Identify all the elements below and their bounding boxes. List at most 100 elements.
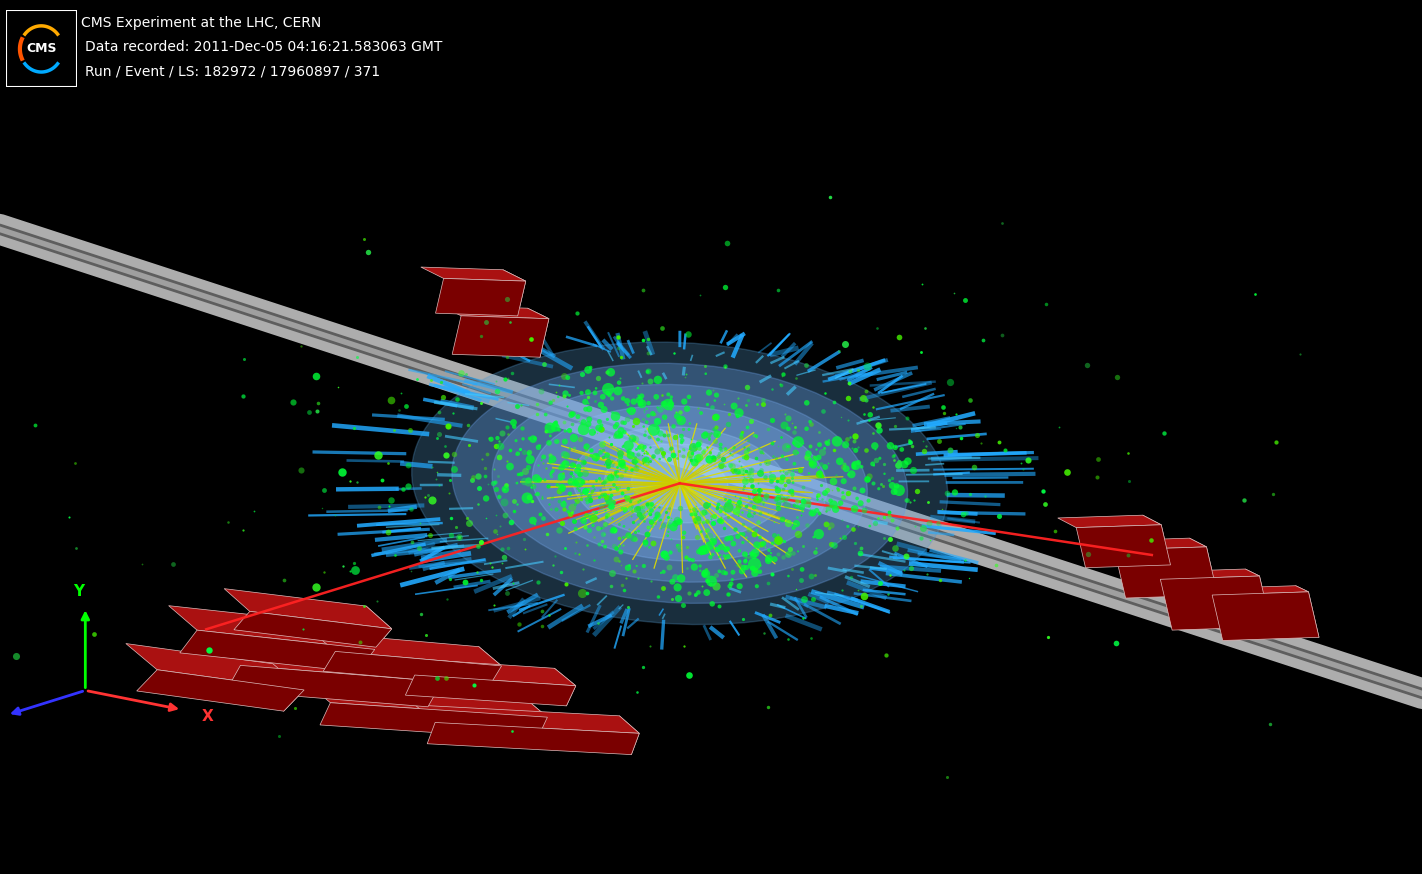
Point xyxy=(557,423,580,437)
Point xyxy=(631,376,654,390)
Point xyxy=(714,281,737,295)
Point xyxy=(863,439,886,453)
Point xyxy=(701,597,724,611)
Point xyxy=(530,489,553,503)
Point xyxy=(506,496,529,510)
Point xyxy=(694,367,717,381)
Point xyxy=(772,482,795,496)
Point xyxy=(715,236,738,250)
Point xyxy=(936,770,958,784)
Point xyxy=(542,558,565,572)
Point xyxy=(438,572,461,586)
Point xyxy=(791,538,813,552)
Point xyxy=(954,552,977,566)
Point xyxy=(636,415,658,429)
Point xyxy=(542,464,565,478)
Point xyxy=(559,507,582,521)
Point xyxy=(502,576,525,590)
Point xyxy=(647,373,670,387)
Point xyxy=(620,504,643,518)
Point xyxy=(597,496,620,510)
Point xyxy=(650,522,673,536)
Point xyxy=(617,443,640,457)
Point xyxy=(519,332,542,346)
Point xyxy=(631,333,654,347)
Point xyxy=(776,632,799,646)
Point xyxy=(653,565,675,579)
Point xyxy=(850,483,873,497)
Point xyxy=(563,493,586,507)
Point xyxy=(623,454,646,468)
Point xyxy=(313,565,336,579)
Point xyxy=(729,504,752,518)
Point xyxy=(532,450,555,464)
Polygon shape xyxy=(235,612,391,647)
Point xyxy=(621,516,644,530)
Point xyxy=(766,483,789,497)
Point xyxy=(660,393,683,407)
Point xyxy=(576,586,599,600)
Point xyxy=(852,391,875,405)
Point xyxy=(617,404,640,418)
Point xyxy=(576,495,599,509)
Point xyxy=(739,462,762,476)
Point xyxy=(853,503,876,517)
Point xyxy=(929,434,951,447)
Point xyxy=(1153,427,1176,440)
Point xyxy=(748,489,771,503)
Point xyxy=(658,545,681,559)
Point xyxy=(630,397,653,411)
Point xyxy=(840,468,863,482)
Point xyxy=(691,544,714,558)
Point xyxy=(717,587,739,601)
Point xyxy=(867,423,890,437)
Point xyxy=(695,530,718,544)
Point xyxy=(749,444,772,458)
Polygon shape xyxy=(1199,586,1308,595)
Point xyxy=(771,470,793,484)
Point xyxy=(708,504,731,518)
Point xyxy=(606,418,629,432)
Point xyxy=(462,470,485,484)
Point xyxy=(323,508,346,522)
Point xyxy=(636,447,658,461)
Point xyxy=(577,417,600,431)
Point xyxy=(597,460,620,474)
Point xyxy=(384,548,407,562)
Point xyxy=(731,449,754,463)
Point xyxy=(721,448,744,462)
Point xyxy=(582,426,604,440)
Point xyxy=(619,494,641,508)
Point xyxy=(678,502,701,516)
Point xyxy=(542,393,565,407)
Polygon shape xyxy=(1189,538,1217,595)
Point xyxy=(292,621,314,635)
Point xyxy=(469,329,492,343)
Point xyxy=(712,452,735,466)
Point xyxy=(729,427,752,440)
Point xyxy=(665,409,688,423)
Point xyxy=(346,350,368,364)
Point xyxy=(728,454,751,468)
Point xyxy=(532,456,555,470)
Point xyxy=(678,586,701,600)
Point xyxy=(704,530,727,544)
Point xyxy=(973,333,995,347)
Point xyxy=(970,436,993,450)
Point xyxy=(400,503,422,517)
Point xyxy=(695,524,718,538)
Point xyxy=(1075,357,1098,371)
Point xyxy=(304,369,327,383)
Point xyxy=(714,459,737,473)
Point xyxy=(545,415,567,429)
Point xyxy=(646,510,668,524)
Point xyxy=(734,530,757,544)
Point xyxy=(680,432,702,446)
Point xyxy=(577,509,600,523)
Point xyxy=(769,488,792,502)
Point xyxy=(590,489,613,503)
Point xyxy=(469,396,492,410)
Point xyxy=(785,371,808,385)
Point xyxy=(623,433,646,447)
Point xyxy=(766,282,789,296)
